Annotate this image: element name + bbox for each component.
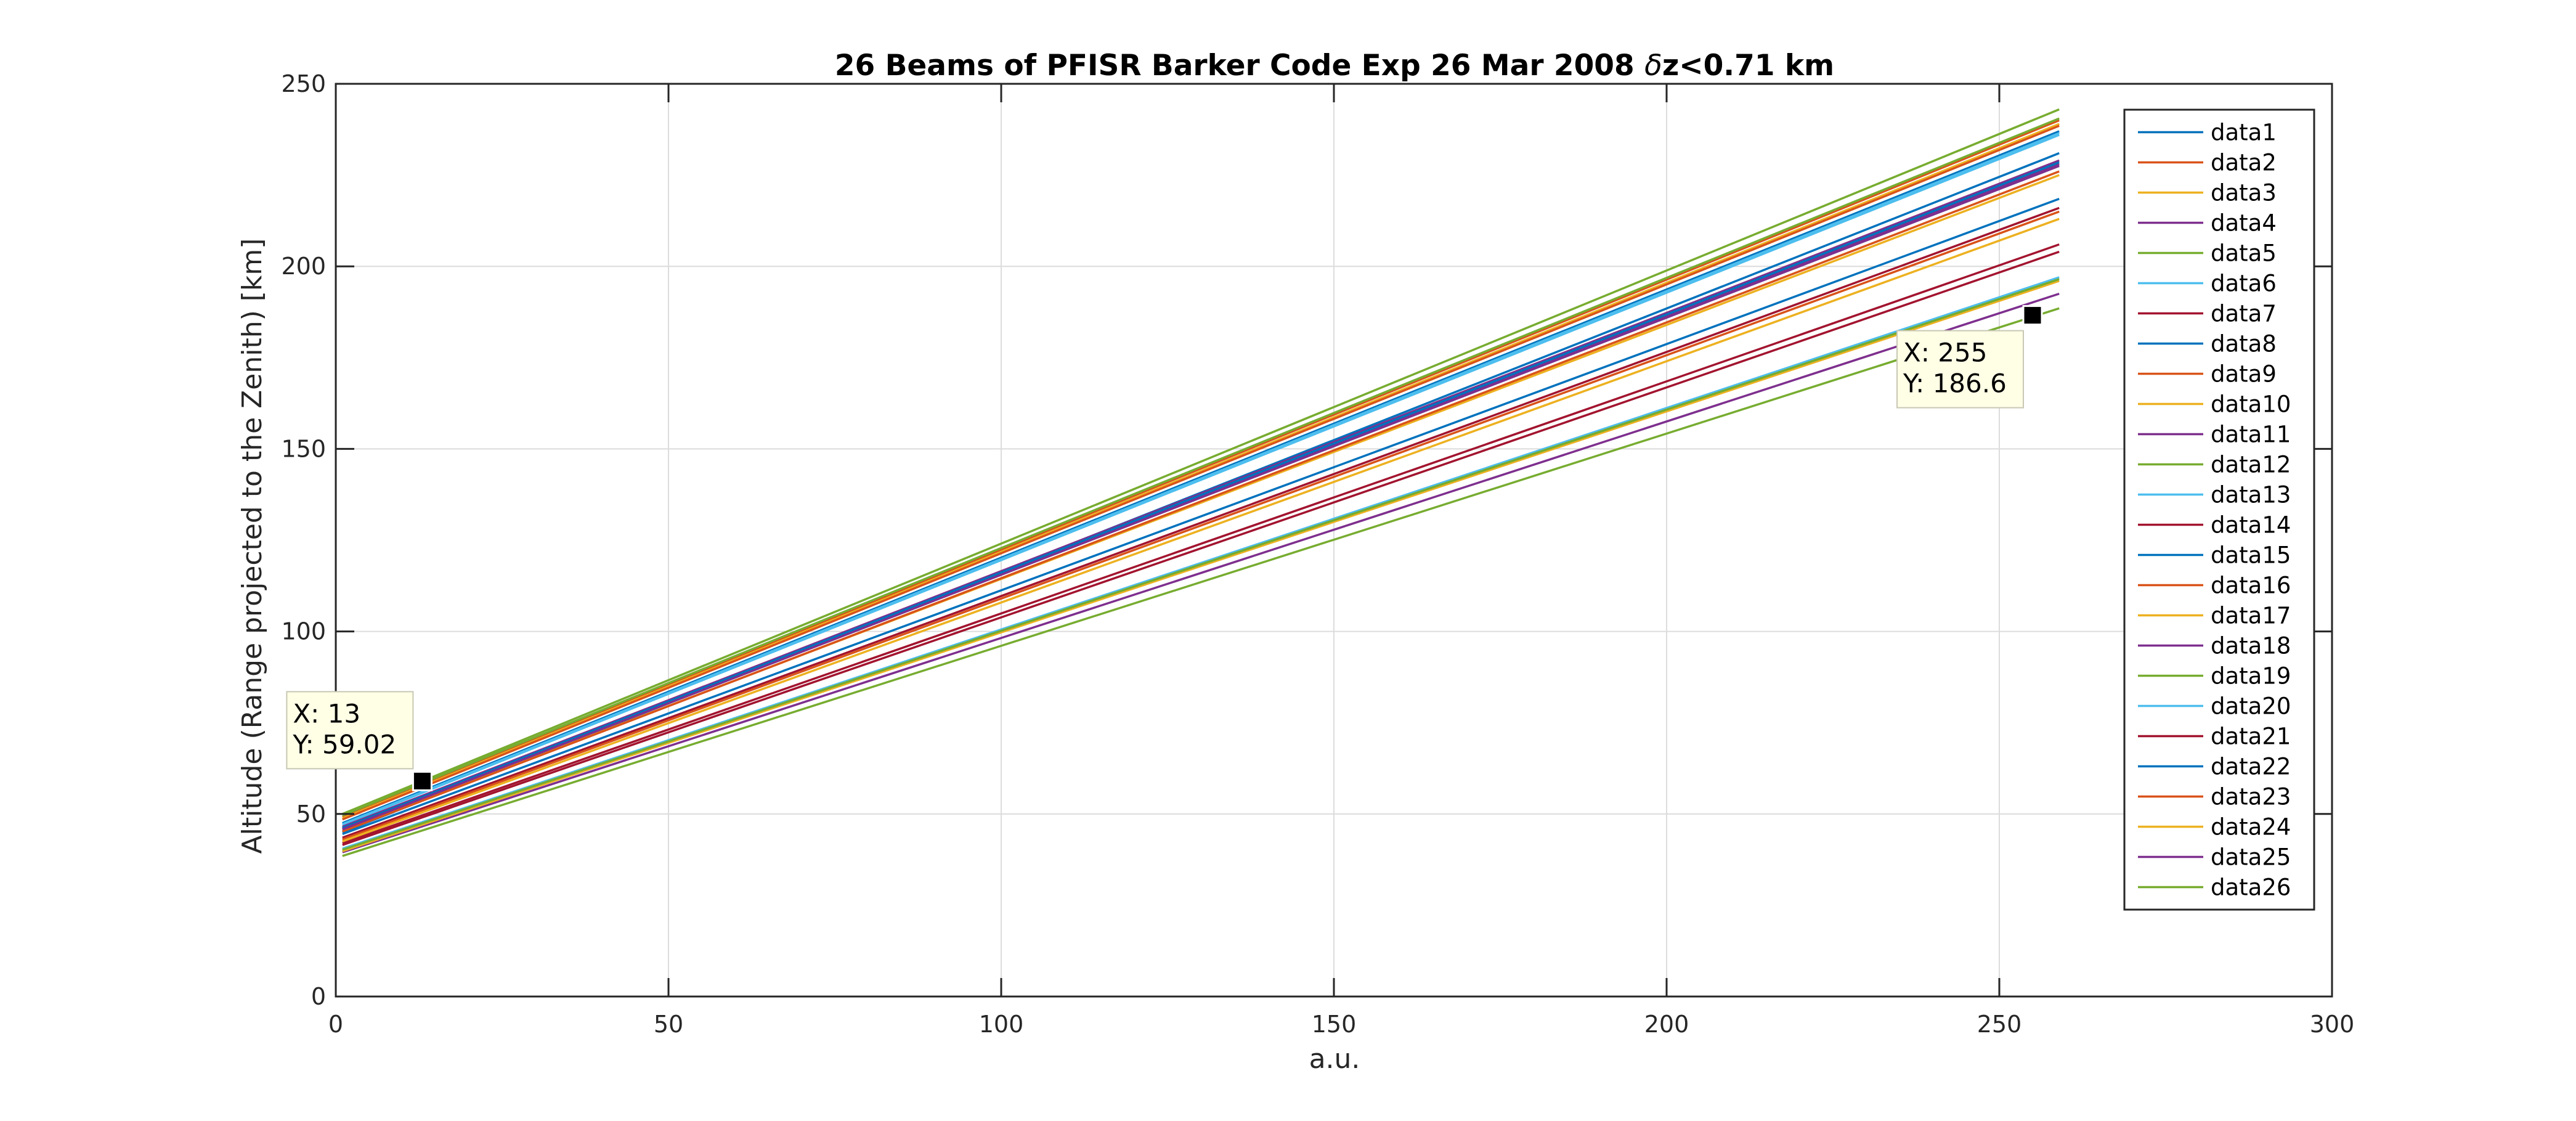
legend-label: data11 <box>2211 422 2291 448</box>
y-tick-label: 50 <box>296 801 326 828</box>
series-line-data12 <box>342 108 2060 815</box>
datatip-marker[interactable] <box>412 770 433 791</box>
legend-label: data22 <box>2211 754 2291 780</box>
legend-label: data24 <box>2211 814 2291 841</box>
datatip-box <box>286 691 414 770</box>
legend-label: data5 <box>2211 240 2277 267</box>
datatip-marker[interactable] <box>2022 305 2043 326</box>
legend-label: data20 <box>2211 693 2291 720</box>
legend-label: data19 <box>2211 663 2291 690</box>
x-tick-label: 150 <box>1312 1011 1357 1038</box>
legend-label: data15 <box>2211 542 2291 569</box>
series-line-data15 <box>342 197 2060 836</box>
datatip-y-text: Y: 59.02 <box>292 729 396 759</box>
y-tick-label: 250 <box>281 70 326 97</box>
legend-label: data18 <box>2211 633 2291 659</box>
series-line-data21 <box>342 250 2060 846</box>
series-line-data13 <box>342 276 2060 850</box>
series-line-data2 <box>342 119 2060 818</box>
y-axis-label: Altitude (Range projected to the Zenith)… <box>237 238 268 854</box>
legend-label: data16 <box>2211 573 2291 599</box>
legend-label: data2 <box>2211 150 2277 176</box>
datatip-x-text: X: 13 <box>293 698 360 728</box>
chart-title: 26 Beams of PFISR Barker Code Exp 26 Mar… <box>835 49 1834 83</box>
series-line-data18 <box>342 292 2060 854</box>
title-delta: δ <box>1644 49 1662 83</box>
legend: data1 data2 data3 data4 data5 data6 data7 data8… <box>2123 108 2315 911</box>
series-line-data17 <box>342 218 2060 842</box>
series-line-data24 <box>342 280 2060 852</box>
legend-label: data12 <box>2211 452 2291 478</box>
x-tick-label: 300 <box>2310 1011 2355 1038</box>
x-tick-label: 0 <box>328 1011 343 1038</box>
x-axis-label: a.u. <box>1309 1043 1360 1075</box>
legend-label: data8 <box>2211 331 2277 357</box>
series-line-data9 <box>342 124 2060 821</box>
legend-label: data1 <box>2211 120 2277 146</box>
series-line-data25 <box>342 165 2060 831</box>
y-tick-label: 100 <box>281 618 326 645</box>
legend-label: data17 <box>2211 603 2291 629</box>
x-tick-label: 50 <box>654 1011 683 1038</box>
series-group <box>342 108 2060 857</box>
title-main: 26 Beams of PFISR Barker Code Exp 26 Mar… <box>835 49 1644 83</box>
legend-label: data10 <box>2211 391 2291 418</box>
legend-label: data9 <box>2211 361 2277 388</box>
legend-label: data6 <box>2211 271 2277 297</box>
y-tick-label: 200 <box>281 253 326 280</box>
x-tick-label: 100 <box>979 1011 1024 1038</box>
x-tick-label: 250 <box>1977 1011 2022 1038</box>
series-line-data16 <box>342 210 2060 841</box>
series-line-data23 <box>342 170 2060 833</box>
datatip-x-text: X: 255 <box>1903 338 1987 368</box>
legend-label: data23 <box>2211 784 2291 810</box>
datatip-y-text: Y: 186.6 <box>1903 369 2007 399</box>
series-line-data22 <box>342 161 2060 829</box>
series-line-data14 <box>342 243 2060 844</box>
title-tail: z<0.71 km <box>1662 49 1834 83</box>
series-line-data26 <box>342 278 2060 851</box>
legend-label: data4 <box>2211 210 2277 237</box>
series-line-data5 <box>342 117 2060 817</box>
datatip-box <box>1896 330 2024 409</box>
legend-label: data3 <box>2211 180 2277 206</box>
legend-label: data26 <box>2211 874 2291 901</box>
series-line-data1 <box>342 130 2060 825</box>
legend-label: data25 <box>2211 844 2291 871</box>
series-line-data3 <box>342 123 2060 820</box>
legend-label: data14 <box>2211 512 2291 539</box>
ticks: 0 50 100 150 200 250 300 0 50 100 150 200 250 <box>281 70 2354 1038</box>
series-line-data7 <box>342 206 2060 839</box>
y-tick-label: 150 <box>281 435 326 462</box>
legend-label: data21 <box>2211 724 2291 750</box>
series-line-data19 <box>342 307 2060 857</box>
y-tick-label: 0 <box>311 983 326 1010</box>
series-line-data20 <box>342 132 2060 826</box>
x-tick-label: 200 <box>1644 1011 1689 1038</box>
legend-label: data13 <box>2211 482 2291 508</box>
series-line-data11 <box>342 159 2060 828</box>
legend-label: data7 <box>2211 301 2277 327</box>
legend-box <box>2123 108 2315 911</box>
